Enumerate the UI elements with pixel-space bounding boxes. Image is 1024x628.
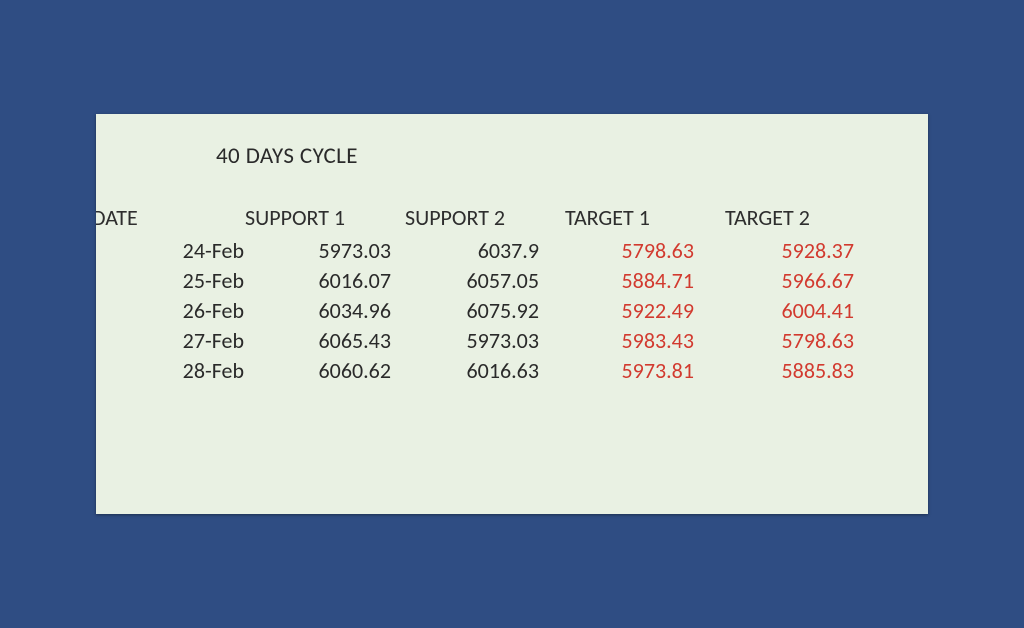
cell-target1: 5973.81: [569, 356, 724, 386]
cell-target1: 5884.71: [569, 266, 724, 296]
cell-support2: 5973.03: [421, 326, 569, 356]
cell-support1: 6065.43: [276, 326, 421, 356]
table-row: 25-Feb6016.076057.055884.715966.67: [96, 266, 928, 296]
cell-date: 26-Feb: [96, 296, 276, 326]
cell-target1: 5922.49: [569, 296, 724, 326]
header-target1: TARGET 1: [565, 204, 720, 231]
cell-support2: 6037.9: [421, 236, 569, 266]
table-row: 24-Feb5973.036037.95798.635928.37: [96, 236, 928, 266]
cell-target2: 5966.67: [724, 266, 879, 296]
cell-date: 28-Feb: [96, 356, 276, 386]
cell-support1: 6016.07: [276, 266, 421, 296]
cell-target2: 6004.41: [724, 296, 879, 326]
page-title: 40 DAYS CYCLE: [216, 142, 358, 170]
cell-support1: 6034.96: [276, 296, 421, 326]
table-panel: 40 DAYS CYCLE DATE SUPPORT 1 SUPPORT 2 T…: [96, 114, 928, 514]
header-target2: TARGET 2: [725, 204, 880, 231]
table-row: 27-Feb6065.435973.035983.435798.63: [96, 326, 928, 356]
table-row: 26-Feb6034.966075.925922.496004.41: [96, 296, 928, 326]
cell-date: 25-Feb: [96, 266, 276, 296]
canvas: 40 DAYS CYCLE DATE SUPPORT 1 SUPPORT 2 T…: [0, 0, 1024, 628]
header-support2: SUPPORT 2: [405, 204, 560, 231]
cell-date: 24-Feb: [96, 236, 276, 266]
cell-target2: 5928.37: [724, 236, 879, 266]
table-rows: 24-Feb5973.036037.95798.635928.3725-Feb6…: [96, 236, 928, 386]
cell-support2: 6075.92: [421, 296, 569, 326]
header-date: DATE: [96, 204, 240, 231]
header-support1: SUPPORT 1: [245, 204, 400, 231]
table-row: 28-Feb6060.626016.635973.815885.83: [96, 356, 928, 386]
cell-target2: 5885.83: [724, 356, 879, 386]
cell-support1: 5973.03: [276, 236, 421, 266]
column-headers: DATE SUPPORT 1 SUPPORT 2 TARGET 1 TARGET…: [96, 204, 926, 231]
cell-support2: 6016.63: [421, 356, 569, 386]
cell-date: 27-Feb: [96, 326, 276, 356]
cell-support2: 6057.05: [421, 266, 569, 296]
cell-support1: 6060.62: [276, 356, 421, 386]
cell-target1: 5798.63: [569, 236, 724, 266]
cell-target1: 5983.43: [569, 326, 724, 356]
cell-target2: 5798.63: [724, 326, 879, 356]
